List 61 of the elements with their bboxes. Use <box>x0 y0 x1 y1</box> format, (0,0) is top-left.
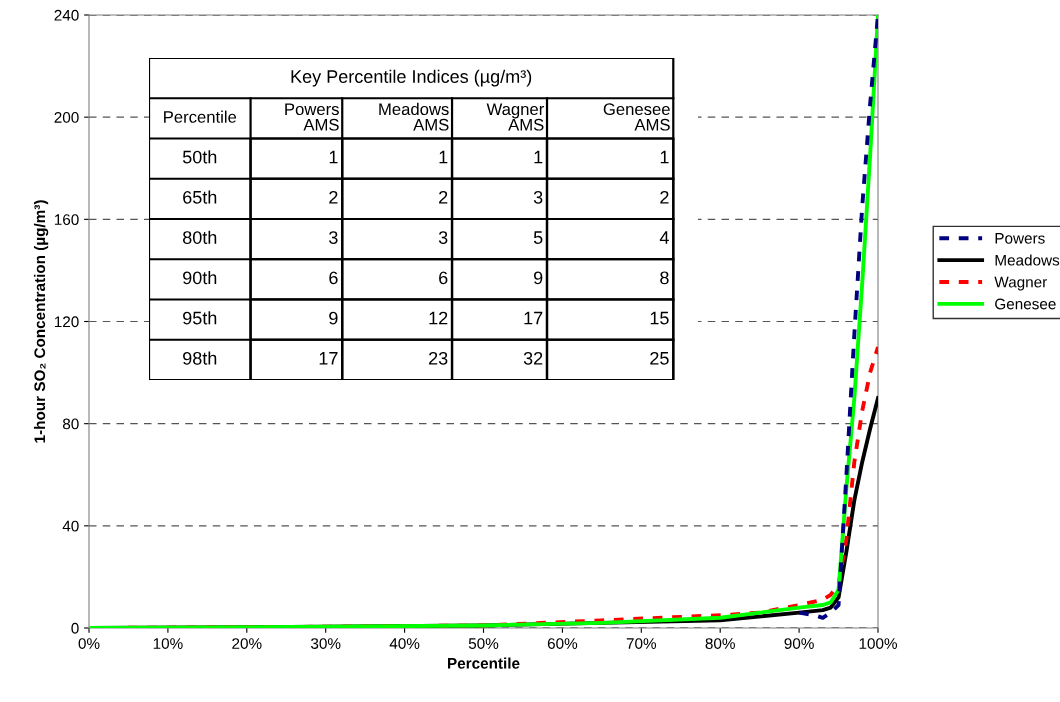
line-series <box>89 15 878 628</box>
x-tick-label: 30% <box>310 638 341 649</box>
x-tick-label: 60% <box>547 638 578 649</box>
data-label: 6 <box>439 271 448 285</box>
data-label: 9 <box>329 311 338 325</box>
chart-title: Key Percentile Indices (µg/m³) <box>291 69 532 87</box>
y-tick-label: 80th <box>183 230 217 244</box>
data-label: 25 <box>650 351 669 365</box>
data-label: 3 <box>533 190 543 204</box>
data-label: 2 <box>439 190 448 204</box>
data-label: 15 <box>650 311 669 325</box>
data-label: 23 <box>429 351 448 365</box>
data-label: 32 <box>523 351 543 365</box>
x-tick-label: 20% <box>232 638 262 649</box>
y-tick-label: 40 <box>62 520 79 532</box>
x-tick-label: 80% <box>705 638 735 649</box>
legend-label: Genesee <box>995 298 1056 310</box>
data-label: 9 <box>533 271 543 285</box>
x-axis-title: Percentile <box>448 657 520 669</box>
data-label: 4 <box>659 231 669 244</box>
data-label: 17 <box>524 311 543 325</box>
y-tick-label: 120 <box>54 316 79 328</box>
x-tick-label: Meadows AMS <box>379 102 449 131</box>
data-label: 1 <box>329 150 338 164</box>
y-tick-label: 200 <box>54 112 79 123</box>
y-axis-title: 1-hour SO₂ Concentration (µg/m³) <box>33 200 49 443</box>
x-tick-label: 70% <box>626 638 657 649</box>
data-label: 1 <box>534 150 543 164</box>
x-tick-label: 40% <box>389 638 420 649</box>
x-tick-label: 0% <box>78 638 100 649</box>
y-tick-label: 160 <box>54 214 79 226</box>
y-tick-label: 65th <box>183 190 217 204</box>
data-label: 2 <box>660 190 669 204</box>
y-tick-label: 80 <box>62 418 79 430</box>
x-tick-label: Genesee AMS <box>603 103 670 131</box>
data-label: 12 <box>429 311 448 325</box>
data-label: 1 <box>660 150 669 164</box>
legend-label: Powers <box>995 233 1045 244</box>
data-label: 5 <box>533 231 543 244</box>
y-tick-label: 0 <box>71 622 79 634</box>
y-tick-label: 240 <box>54 9 79 21</box>
data-label: 3 <box>438 231 448 244</box>
x-tick-label: 100% <box>859 638 897 649</box>
data-label: 6 <box>329 271 338 285</box>
y-tick-label: 90th <box>183 270 217 285</box>
data-label: 17 <box>319 352 338 365</box>
y-tick-label: 98th <box>183 351 217 365</box>
y-tick-label: 95th <box>183 311 217 325</box>
y-tick-label: 50th <box>182 150 217 164</box>
x-tick-label: 90% <box>784 638 814 649</box>
legend-label: Meadows <box>995 254 1060 266</box>
y-axis-title: Percentile <box>164 110 237 123</box>
x-tick-label: 10% <box>153 638 183 649</box>
data-label: 8 <box>660 271 669 285</box>
x-tick-label: Wagner AMS <box>486 103 545 131</box>
data-label: 2 <box>329 190 338 204</box>
data-label: 3 <box>329 231 338 244</box>
x-tick-label: 50% <box>468 638 499 649</box>
data-label: 1 <box>439 150 448 164</box>
legend-label: Wagner <box>994 276 1048 291</box>
x-tick-label: Powers AMS <box>285 103 339 131</box>
